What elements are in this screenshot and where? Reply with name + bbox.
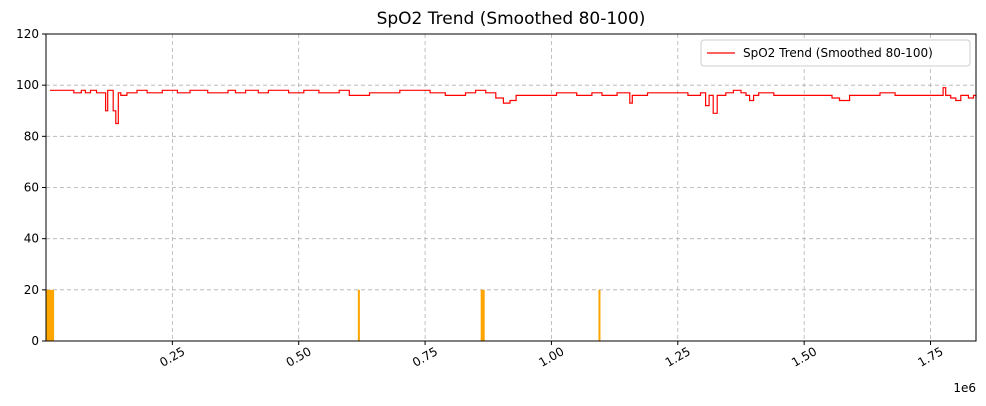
y-tick-label: 0 [31,334,39,348]
x-tick-label: 0.75 [410,344,440,369]
legend-box [700,39,971,67]
marker-bar [598,289,601,341]
y-tick-label: 40 [24,232,39,246]
y-tick-label: 60 [24,181,39,195]
x-tick-label: 1.25 [663,344,693,369]
x-tick-label: 1.75 [915,344,945,369]
plot-area [45,33,977,342]
marker-bar [480,289,485,341]
y-tick-label: 120 [16,27,39,41]
y-tick-label: 100 [16,78,39,92]
y-tick-label: 20 [24,283,39,297]
x-scale-label: 1e6 [953,381,976,395]
x-tick-label: 1.50 [789,344,819,369]
marker-bars [46,289,601,341]
marker-bar [46,289,55,341]
x-tick-label: 1.00 [536,344,566,369]
spo2-line [50,87,977,125]
legend: SpO2 Trend (Smoothed 80-100) [700,39,971,67]
y-tick-label: 80 [24,129,39,143]
chart-title: SpO2 Trend (Smoothed 80-100) [377,9,646,29]
spo2-series [50,87,977,125]
grid [46,34,976,341]
legend-entry: SpO2 Trend (Smoothed 80-100) [743,46,933,60]
x-tick-label: 0.25 [157,344,187,369]
marker-bar [357,289,360,341]
x-axis: 0.25 0.50 0.75 1.00 1.25 1.50 1.75 [157,341,946,370]
x-tick-label: 0.50 [284,344,314,369]
y-axis: 0 20 40 60 80 100 120 [16,27,46,348]
